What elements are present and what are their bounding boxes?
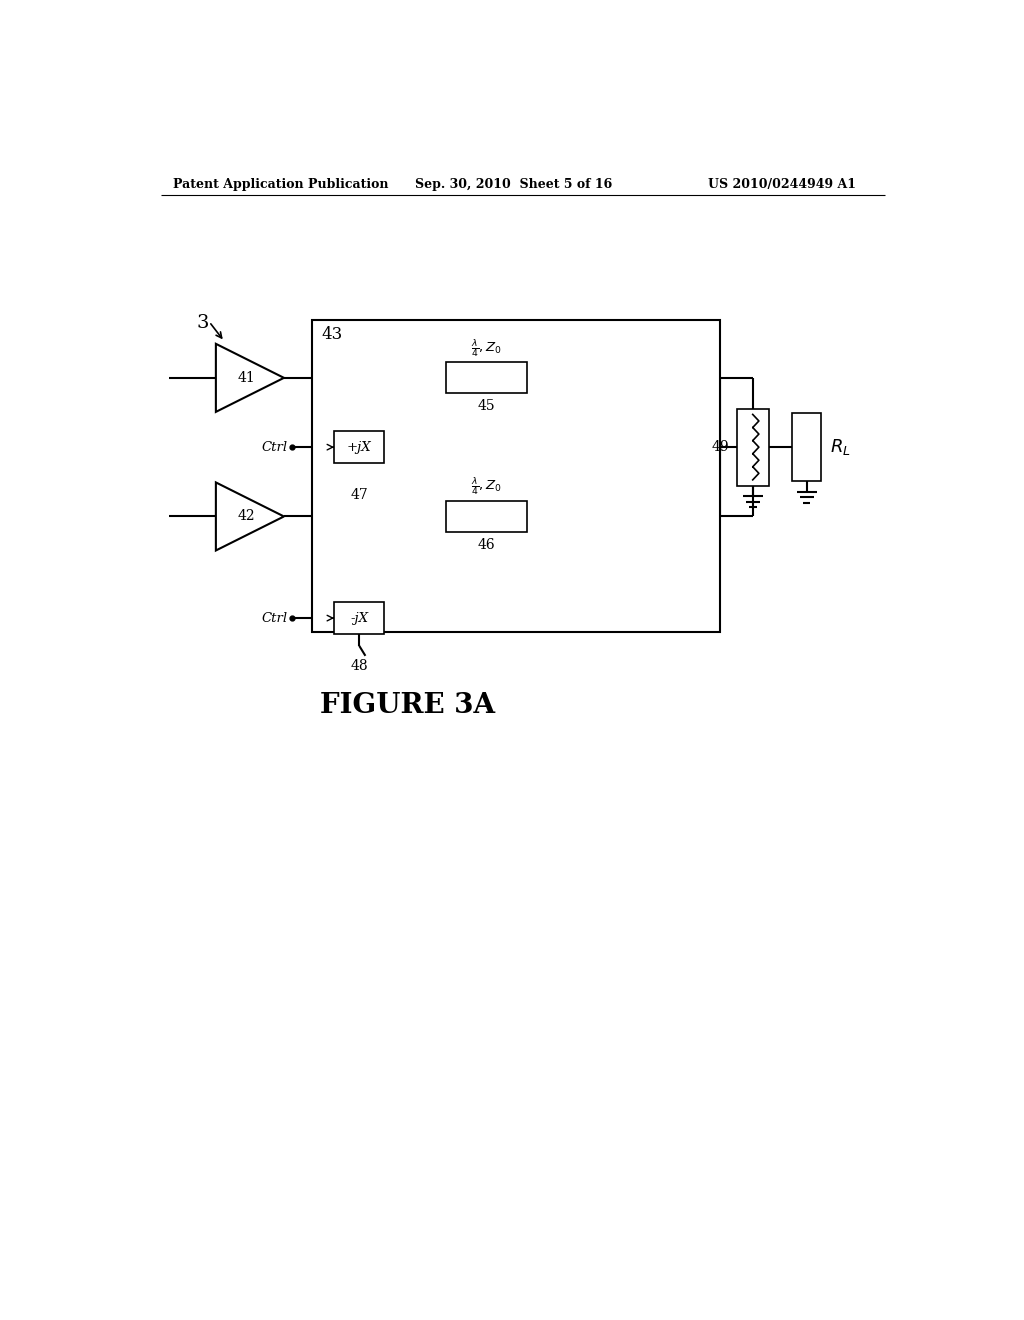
Text: 41: 41 <box>238 371 255 385</box>
Text: $\frac{\lambda}{4}$$,Z_0$: $\frac{\lambda}{4}$$,Z_0$ <box>471 337 502 359</box>
Text: Sep. 30, 2010  Sheet 5 of 16: Sep. 30, 2010 Sheet 5 of 16 <box>416 178 612 190</box>
Text: 42: 42 <box>238 510 255 524</box>
Text: 3: 3 <box>196 314 209 331</box>
Text: -jX: -jX <box>350 611 369 624</box>
Bar <box>334 602 384 635</box>
Text: 47: 47 <box>350 488 368 502</box>
Text: 49: 49 <box>712 440 729 454</box>
Bar <box>446 363 527 393</box>
Bar <box>446 502 527 532</box>
Text: Ctrl: Ctrl <box>261 441 288 454</box>
Bar <box>334 432 384 463</box>
Text: US 2010/0244949 A1: US 2010/0244949 A1 <box>708 178 856 190</box>
Bar <box>736 409 769 486</box>
Text: Patent Application Publication: Patent Application Publication <box>173 178 388 190</box>
Text: 45: 45 <box>478 400 496 413</box>
Text: +jX: +jX <box>347 441 372 454</box>
Bar <box>792 413 821 480</box>
Text: Ctrl: Ctrl <box>261 611 288 624</box>
Text: FIGURE 3A: FIGURE 3A <box>321 692 496 718</box>
Text: $R_L$: $R_L$ <box>830 437 851 457</box>
Text: 48: 48 <box>350 659 368 673</box>
Text: $\frac{\lambda}{4}$$,Z_0$: $\frac{\lambda}{4}$$,Z_0$ <box>471 475 502 498</box>
Text: 46: 46 <box>478 539 496 552</box>
Text: 43: 43 <box>322 326 343 343</box>
Bar <box>311 321 720 632</box>
